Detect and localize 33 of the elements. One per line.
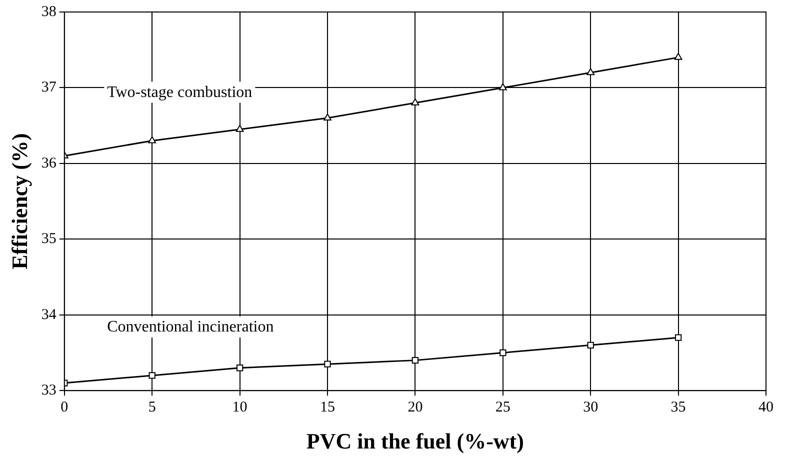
x-tick-label: 30 xyxy=(583,400,598,416)
x-tick-label: 10 xyxy=(232,400,248,416)
point xyxy=(498,83,507,90)
x-axis-title: PVC in the fuel (%-wt) xyxy=(306,428,524,454)
point xyxy=(674,52,682,60)
point xyxy=(586,68,595,76)
x-tick-label: 35 xyxy=(670,400,686,416)
y-tick-label: 34 xyxy=(41,306,57,323)
y-tick-label: 35 xyxy=(41,231,56,248)
y-tick-label: 36 xyxy=(41,155,57,172)
y-axis-title: Efficiency (%) xyxy=(6,133,32,270)
x-tick-label: 0 xyxy=(60,400,68,416)
point xyxy=(236,364,244,372)
x-tick-label: 20 xyxy=(408,400,423,416)
x-tick-label: 5 xyxy=(148,400,156,416)
x-tick-label: 25 xyxy=(495,400,510,416)
point xyxy=(674,334,682,341)
series-label: Conventional incineration xyxy=(107,318,274,336)
point xyxy=(236,124,244,132)
y-tick-label: 37 xyxy=(41,80,57,96)
y-tick-label: 33 xyxy=(41,382,56,399)
point xyxy=(324,114,332,121)
series-label: Two-stage combustion xyxy=(107,84,252,101)
point xyxy=(411,98,420,106)
x-tick-label: 15 xyxy=(320,400,335,416)
point xyxy=(148,136,156,144)
point xyxy=(500,349,506,356)
x-tick-label: 40 xyxy=(758,400,774,416)
point xyxy=(587,342,594,348)
point xyxy=(324,360,331,368)
y-tick-label: 38 xyxy=(41,4,56,20)
point xyxy=(148,372,156,379)
point xyxy=(412,356,419,364)
